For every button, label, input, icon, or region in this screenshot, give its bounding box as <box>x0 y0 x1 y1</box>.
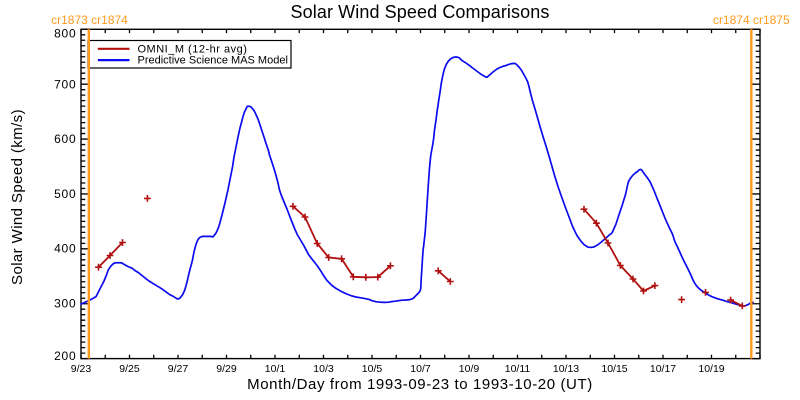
svg-text:cr1874 cr1875: cr1874 cr1875 <box>713 13 790 27</box>
svg-text:10/19: 10/19 <box>698 363 724 375</box>
svg-text:10/1: 10/1 <box>265 363 286 375</box>
svg-text:Solar Wind Speed Comparisons: Solar Wind Speed Comparisons <box>291 2 550 22</box>
svg-text:Solar Wind Speed (km/s): Solar Wind Speed (km/s) <box>9 109 26 285</box>
svg-text:500: 500 <box>54 187 76 201</box>
svg-text:10/11: 10/11 <box>505 363 531 375</box>
svg-text:800: 800 <box>54 27 76 41</box>
svg-text:cr1873 cr1874: cr1873 cr1874 <box>51 13 128 27</box>
svg-text:9/29: 9/29 <box>216 363 237 375</box>
svg-text:Month/Day from 1993-09-23 to 1: Month/Day from 1993-09-23 to 1993-10-20 … <box>247 376 593 393</box>
svg-text:OMNI_M (12-hr avg): OMNI_M (12-hr avg) <box>138 43 248 55</box>
svg-text:10/5: 10/5 <box>362 363 383 375</box>
svg-text:9/25: 9/25 <box>119 363 140 375</box>
svg-text:9/27: 9/27 <box>168 363 189 375</box>
svg-text:10/17: 10/17 <box>650 363 676 375</box>
svg-text:400: 400 <box>54 242 76 256</box>
svg-text:10/3: 10/3 <box>313 363 334 375</box>
svg-text:9/23: 9/23 <box>71 363 92 375</box>
svg-text:10/7: 10/7 <box>410 363 431 375</box>
svg-text:700: 700 <box>54 77 76 91</box>
svg-text:10/13: 10/13 <box>553 363 579 375</box>
svg-text:600: 600 <box>54 132 76 146</box>
svg-text:10/15: 10/15 <box>601 363 627 375</box>
svg-text:10/9: 10/9 <box>459 363 480 375</box>
svg-text:300: 300 <box>54 297 76 311</box>
svg-text:Predictive Science MAS Model: Predictive Science MAS Model <box>138 54 288 66</box>
svg-text:200: 200 <box>54 349 76 363</box>
